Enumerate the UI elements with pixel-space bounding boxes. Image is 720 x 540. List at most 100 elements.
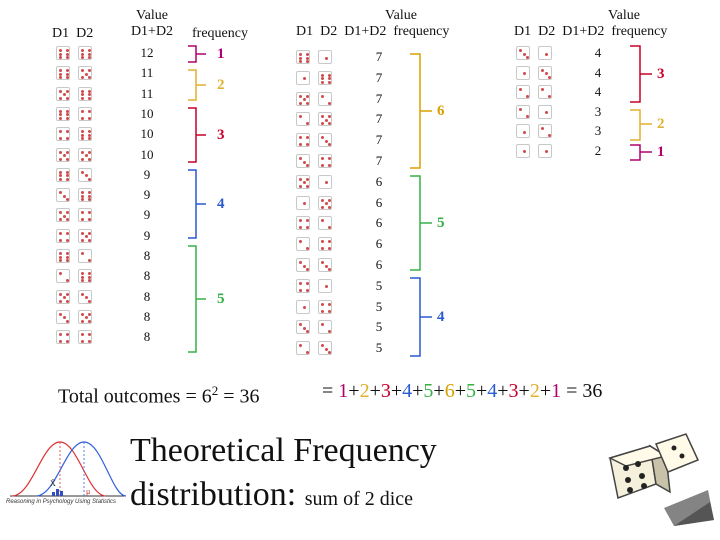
plus-sign: + (433, 380, 445, 402)
die-pip (81, 93, 84, 97)
die-pip (81, 340, 84, 344)
die-pip (88, 76, 91, 80)
die-pip (59, 76, 62, 80)
die-pip (299, 323, 302, 327)
die-pip (66, 170, 69, 174)
die-pip (88, 150, 91, 154)
die-face-1 (318, 50, 332, 64)
bracket-col2-f5 (410, 175, 421, 271)
die-pip (81, 69, 84, 73)
die-pip (328, 157, 331, 160)
die-pip (321, 205, 324, 209)
die-face-6 (56, 106, 70, 121)
freq-col3-3: 3 (657, 66, 665, 82)
die-pip (321, 219, 324, 223)
die-pip (88, 96, 91, 100)
sum-value: 5 (375, 298, 383, 314)
die-pip (84, 235, 88, 239)
die-pip (321, 247, 324, 251)
die-pip (306, 101, 309, 105)
die-pip (62, 316, 66, 320)
die-pip (59, 89, 62, 93)
die-face-4 (318, 237, 332, 252)
sum-value: 3 (594, 123, 602, 138)
die-face-1 (296, 195, 310, 210)
die-face-3 (318, 341, 332, 356)
die-pip (88, 259, 91, 262)
die-pip (81, 292, 84, 296)
die-pip (321, 157, 324, 160)
die-face-6 (78, 188, 92, 203)
die-pip (88, 52, 91, 56)
die-pip (544, 111, 548, 114)
die-pip (548, 95, 551, 98)
sum-value: 2 (594, 142, 602, 158)
die-face-5 (56, 208, 70, 223)
bracket-col3-f1 (630, 144, 641, 161)
die-pip (299, 288, 302, 292)
die-pip (541, 68, 544, 72)
die-pip (299, 344, 302, 348)
die-pip (88, 69, 91, 73)
sum-value: 8 (143, 329, 151, 345)
die-pip (59, 137, 62, 141)
die-pip (66, 150, 69, 154)
die-pip (299, 281, 302, 285)
die-face-3 (538, 65, 552, 80)
die-face-1 (296, 299, 310, 314)
die-pip (321, 73, 324, 77)
die-pip (59, 292, 62, 296)
die-pip (66, 231, 69, 235)
freq-col3-2: 2 (657, 116, 665, 132)
die-pip (66, 218, 69, 222)
die-pip (81, 76, 84, 80)
die-pip (59, 333, 62, 337)
freq-col1-5: 5 (217, 291, 225, 307)
die-pip (62, 214, 66, 218)
header-frequency: frequency (611, 24, 668, 39)
die-face-2 (538, 85, 552, 99)
die-pip (81, 272, 84, 276)
die-pip (306, 177, 309, 181)
die-face-1 (538, 46, 552, 60)
die-pip (62, 154, 66, 157)
freq-col2-4: 4 (437, 309, 445, 325)
sum-value: 12 (140, 45, 154, 60)
die-face-4 (56, 127, 70, 142)
die-pip (88, 109, 91, 113)
die-face-5 (78, 309, 92, 324)
sum-term: 2 (359, 380, 370, 402)
die-pip (328, 205, 331, 209)
die-pip (302, 264, 306, 268)
die-face-4 (296, 216, 310, 231)
die-pip (59, 272, 62, 276)
die-pip (66, 52, 69, 56)
sum-suffix: = 36 (561, 380, 603, 402)
die-face-4 (78, 208, 92, 223)
die-pip (81, 198, 84, 202)
die-pip (328, 80, 331, 84)
die-pip (66, 211, 69, 215)
die-pip (81, 130, 84, 134)
die-pip (81, 157, 84, 161)
die-pip (81, 150, 84, 154)
die-pip (306, 122, 309, 126)
die-pip (59, 177, 62, 181)
die-pip (66, 252, 69, 255)
die-face-5 (296, 91, 310, 106)
die-pip (328, 73, 331, 77)
die-pip (66, 238, 69, 242)
die-pip (81, 218, 84, 222)
die-pip (321, 309, 324, 313)
die-pip (306, 136, 309, 140)
die-pip (62, 296, 66, 300)
die-pip (81, 191, 84, 195)
die-pip (81, 109, 84, 113)
sum-term: 3 (380, 380, 391, 402)
bracket-col2-f4 (410, 277, 421, 357)
die-pip (66, 340, 69, 344)
die-pip (306, 226, 309, 230)
die-pip (299, 115, 302, 119)
die-pip (548, 75, 551, 79)
die-face-2 (296, 237, 310, 252)
